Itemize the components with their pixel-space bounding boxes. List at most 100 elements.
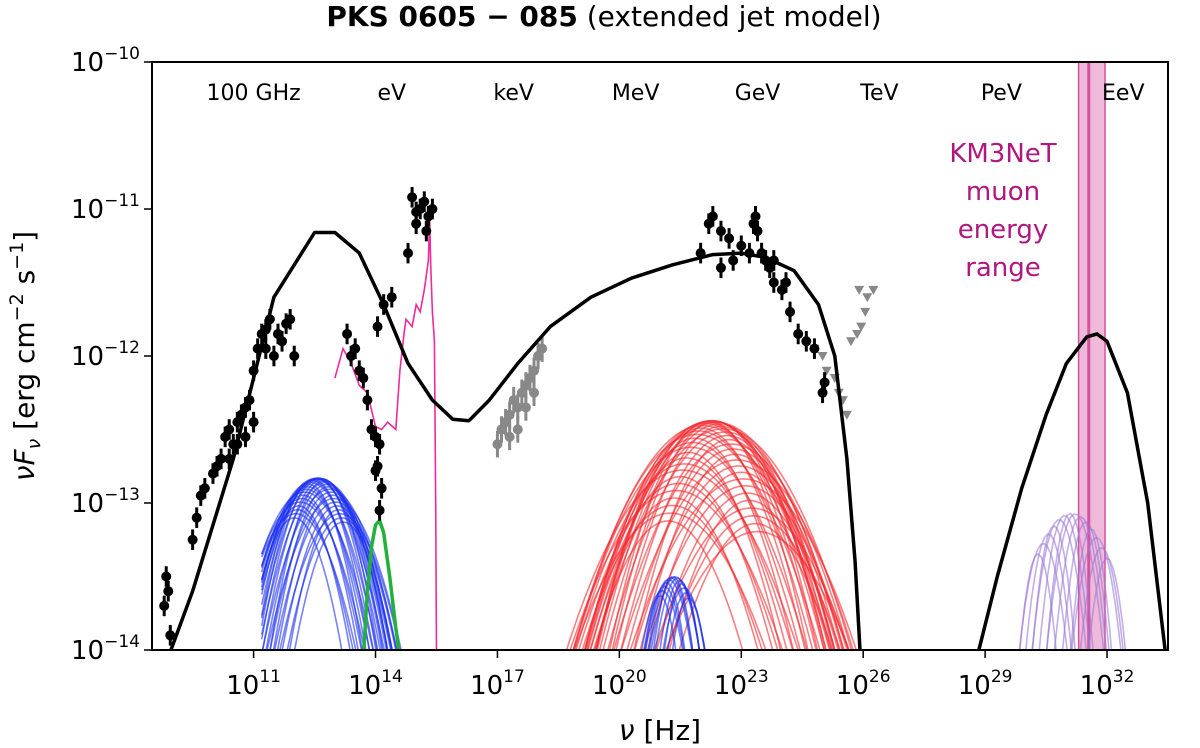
data-point-0 bbox=[159, 600, 170, 611]
component-3-curve-4 bbox=[1031, 519, 1088, 650]
component-1-curve-39 bbox=[655, 492, 840, 650]
gray-point-14 bbox=[520, 402, 531, 413]
gray-point-8 bbox=[524, 373, 535, 384]
component-1-curve-32 bbox=[626, 448, 841, 650]
data-point-63 bbox=[724, 233, 735, 244]
optical-spectrum-line bbox=[334, 216, 438, 650]
gray-point-15 bbox=[529, 387, 540, 398]
component-1-curve-21 bbox=[586, 419, 836, 650]
component-2-curve-9 bbox=[659, 580, 701, 650]
x-tick-base-7: 10 bbox=[1080, 671, 1113, 701]
component-3-curve-11 bbox=[1071, 536, 1122, 650]
data-point-24 bbox=[272, 328, 283, 339]
component-0-curve-28 bbox=[273, 501, 398, 650]
component-3-curve-9 bbox=[1061, 521, 1110, 650]
y-tick-exp-0: −10 bbox=[104, 44, 140, 64]
x-tick-exp-1: 14 bbox=[381, 667, 403, 687]
data-point-47 bbox=[372, 321, 383, 332]
energy-labels: 100 GHz eV keV MeV GeV TeV PeV EeV bbox=[207, 81, 1145, 106]
component-1-curve-34 bbox=[620, 459, 854, 650]
km3net-label-line-1: muon bbox=[966, 177, 1040, 207]
data-point-33 bbox=[289, 351, 300, 361]
component-2-curve-3 bbox=[647, 582, 686, 650]
data-point-76 bbox=[801, 336, 812, 347]
data-point-37 bbox=[354, 365, 365, 376]
data-point-54 bbox=[421, 226, 432, 237]
x-tick-label-3: 1020 bbox=[592, 667, 647, 701]
y-tick-base-4: 10 bbox=[71, 636, 104, 666]
y-tick-base-3: 10 bbox=[71, 489, 104, 519]
component-0-curve-31 bbox=[279, 512, 401, 650]
component-3-curve-13 bbox=[1087, 557, 1127, 650]
x-tick-label-7: 1032 bbox=[1080, 667, 1135, 701]
gray-point-1 bbox=[496, 424, 507, 435]
component-2-curve-11 bbox=[662, 587, 706, 650]
data-point-45 bbox=[374, 505, 385, 516]
gray-point-3 bbox=[504, 431, 515, 442]
upper-limit-1 bbox=[817, 352, 828, 361]
component-0-curve-1 bbox=[260, 513, 357, 650]
x-tick-base-0: 10 bbox=[226, 671, 259, 701]
y-axis-exp-1: −2 bbox=[6, 293, 28, 321]
chart-title-rest: (extended jet model) bbox=[578, 0, 882, 33]
y-tick-exp-2: −12 bbox=[104, 338, 140, 358]
data-point-68 bbox=[752, 226, 763, 237]
km3net-label: KM3NeT muon energy range bbox=[949, 139, 1056, 283]
data-point-35 bbox=[346, 351, 357, 361]
data-point-2 bbox=[163, 586, 174, 597]
component-1-curve-44 bbox=[665, 530, 850, 650]
component-1-curve-31 bbox=[613, 443, 850, 650]
y-tick-label-4: 10−14 bbox=[71, 632, 140, 666]
data-point-64 bbox=[728, 255, 739, 266]
component-3-curve-3 bbox=[1031, 524, 1077, 650]
component-1-curve-40 bbox=[668, 499, 831, 650]
x-tick-exp-6: 29 bbox=[991, 667, 1013, 687]
component-1-curve-28 bbox=[606, 431, 844, 650]
component-family-0 bbox=[260, 477, 402, 650]
x-tick-exp-7: 32 bbox=[1113, 667, 1135, 687]
x-tick-base-1: 10 bbox=[348, 671, 381, 701]
component-1-curve-18 bbox=[584, 422, 826, 650]
data-point-61 bbox=[707, 211, 718, 222]
y-axis-label: νFν [erg cm−2 s−1] bbox=[6, 231, 45, 481]
component-1-curve-38 bbox=[642, 485, 848, 650]
upper-limit-12 bbox=[854, 285, 865, 295]
upper-limit-2 bbox=[821, 366, 832, 376]
y-axis-subscript: ν bbox=[23, 438, 45, 449]
data-point-34 bbox=[342, 328, 353, 339]
x-tick-label-2: 1017 bbox=[470, 667, 525, 701]
x-tick-base-5: 10 bbox=[836, 671, 869, 701]
data-point-1 bbox=[161, 571, 172, 582]
upper-limit-11 bbox=[868, 285, 879, 295]
data-point-62 bbox=[715, 226, 726, 237]
y-tick-label-0: 10−10 bbox=[71, 44, 140, 78]
data-point-8 bbox=[207, 468, 218, 479]
upper-limit-9 bbox=[856, 322, 867, 332]
energy-label-6: PeV bbox=[981, 81, 1022, 106]
energy-label-0: 100 GHz bbox=[207, 81, 301, 106]
component-0-curve-11 bbox=[260, 481, 378, 650]
component-family-3 bbox=[1018, 512, 1127, 650]
x-tick-base-3: 10 bbox=[592, 671, 625, 701]
upper-limit-7 bbox=[846, 337, 857, 347]
data-point-40 bbox=[366, 424, 377, 435]
data-point-55 bbox=[423, 211, 434, 222]
data-point-74 bbox=[785, 306, 796, 317]
x-tick-exp-2: 17 bbox=[503, 667, 525, 687]
y-tick-base-0: 10 bbox=[71, 48, 104, 78]
data-point-77 bbox=[809, 343, 820, 354]
component-0-curve-32 bbox=[286, 517, 397, 650]
data-point-42 bbox=[374, 439, 385, 450]
data-point-72 bbox=[768, 277, 779, 288]
component-1-curve-30 bbox=[633, 438, 825, 650]
total-model-line bbox=[169, 230, 862, 650]
x-tick-exp-0: 11 bbox=[259, 667, 281, 687]
x-axis-unit: [Hz] bbox=[635, 714, 702, 747]
x-tick-label-4: 1023 bbox=[714, 667, 769, 701]
data-point-39 bbox=[362, 395, 373, 406]
data-point-7 bbox=[199, 483, 210, 494]
data-point-25 bbox=[277, 336, 288, 347]
neutrino-model-line bbox=[977, 332, 1167, 650]
data-point-49 bbox=[386, 292, 397, 303]
data-point-73 bbox=[776, 284, 787, 295]
